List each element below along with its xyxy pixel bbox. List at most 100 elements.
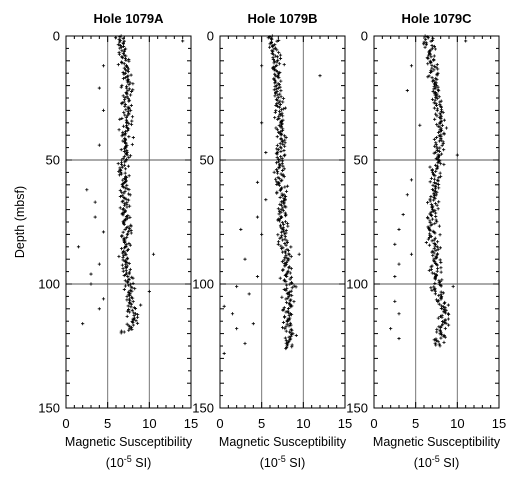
data-point bbox=[436, 67, 440, 71]
data-point bbox=[130, 142, 134, 147]
outlier-point bbox=[89, 282, 93, 286]
data-point bbox=[125, 294, 129, 298]
data-point bbox=[129, 305, 133, 309]
data-point bbox=[439, 297, 443, 301]
data-point bbox=[121, 258, 125, 262]
data-point bbox=[126, 129, 130, 133]
data-point bbox=[119, 331, 123, 335]
outlier-point bbox=[393, 299, 397, 303]
data-point bbox=[119, 170, 123, 174]
data-point bbox=[274, 74, 278, 78]
data-point bbox=[127, 59, 131, 63]
data-point bbox=[122, 149, 126, 154]
data-point bbox=[279, 225, 283, 229]
data-point bbox=[130, 286, 134, 290]
data-point bbox=[434, 193, 438, 197]
data-point bbox=[279, 155, 283, 159]
data-point bbox=[430, 97, 435, 101]
data-point bbox=[131, 276, 135, 280]
data-point bbox=[127, 122, 131, 126]
data-point bbox=[274, 126, 278, 130]
data-point bbox=[123, 160, 127, 164]
data-point bbox=[435, 148, 440, 153]
data-point bbox=[438, 332, 442, 336]
data-point bbox=[289, 275, 294, 279]
data-point bbox=[134, 319, 138, 323]
y-tick-label: 150 bbox=[38, 401, 60, 416]
data-point bbox=[118, 188, 122, 193]
data-point bbox=[126, 229, 131, 233]
data-point bbox=[433, 98, 437, 102]
data-point bbox=[426, 75, 430, 79]
data-point bbox=[121, 213, 125, 217]
data-point bbox=[278, 195, 282, 200]
data-point bbox=[441, 305, 445, 309]
data-point bbox=[277, 183, 281, 187]
y-tick-label: 100 bbox=[346, 277, 368, 292]
data-point bbox=[274, 168, 279, 172]
data-point bbox=[274, 91, 278, 95]
data-point bbox=[434, 141, 438, 145]
data-point bbox=[435, 114, 439, 118]
data-point bbox=[125, 314, 129, 318]
data-point bbox=[123, 113, 127, 117]
data-point bbox=[439, 138, 443, 142]
x-tick-label: 15 bbox=[492, 416, 506, 431]
data-point bbox=[434, 248, 438, 252]
data-point bbox=[116, 161, 120, 166]
data-point bbox=[430, 250, 434, 254]
outlier-point bbox=[230, 312, 235, 316]
data-point bbox=[127, 278, 131, 282]
panel-title: Hole 1079C bbox=[401, 11, 472, 26]
data-point bbox=[279, 125, 283, 129]
data-point bbox=[432, 181, 436, 185]
data-point bbox=[286, 224, 290, 228]
data-point bbox=[432, 151, 436, 155]
data-point bbox=[278, 142, 282, 146]
data-point bbox=[118, 43, 123, 48]
unit-prefix: (10 bbox=[260, 456, 278, 470]
data-point bbox=[270, 44, 275, 49]
data-point bbox=[270, 37, 274, 42]
data-point bbox=[440, 324, 444, 328]
data-point bbox=[434, 142, 438, 147]
data-point bbox=[424, 43, 428, 47]
data-point bbox=[439, 161, 443, 166]
data-point bbox=[279, 137, 283, 141]
data-point bbox=[439, 266, 443, 270]
data-point bbox=[433, 196, 437, 200]
data-point bbox=[437, 149, 442, 154]
data-point bbox=[127, 155, 131, 160]
data-point bbox=[434, 211, 438, 215]
data-point bbox=[433, 292, 437, 296]
data-point bbox=[438, 102, 442, 107]
data-point bbox=[436, 179, 440, 183]
data-point bbox=[425, 201, 430, 205]
series-points bbox=[222, 34, 322, 356]
data-point bbox=[274, 109, 278, 113]
data-point bbox=[442, 118, 446, 122]
data-point bbox=[435, 220, 439, 224]
data-point bbox=[424, 37, 428, 42]
data-point bbox=[125, 233, 129, 237]
unit-exponent: -5 bbox=[124, 454, 132, 464]
data-point bbox=[123, 260, 127, 264]
outlier-point bbox=[409, 64, 414, 68]
outlier-point bbox=[255, 274, 260, 279]
data-point bbox=[130, 289, 134, 293]
data-point bbox=[442, 162, 446, 167]
data-point bbox=[122, 246, 126, 250]
data-point bbox=[434, 298, 439, 302]
data-point bbox=[433, 117, 437, 121]
data-point bbox=[135, 321, 140, 325]
data-point bbox=[279, 179, 283, 183]
x-axis-label: Magnetic Susceptibility bbox=[373, 435, 501, 449]
data-point bbox=[125, 65, 129, 69]
data-point bbox=[439, 306, 443, 311]
data-point bbox=[282, 201, 286, 206]
data-point bbox=[122, 72, 126, 76]
data-point bbox=[124, 108, 128, 112]
data-point bbox=[433, 208, 437, 213]
data-point bbox=[436, 124, 440, 128]
data-point bbox=[122, 163, 126, 167]
